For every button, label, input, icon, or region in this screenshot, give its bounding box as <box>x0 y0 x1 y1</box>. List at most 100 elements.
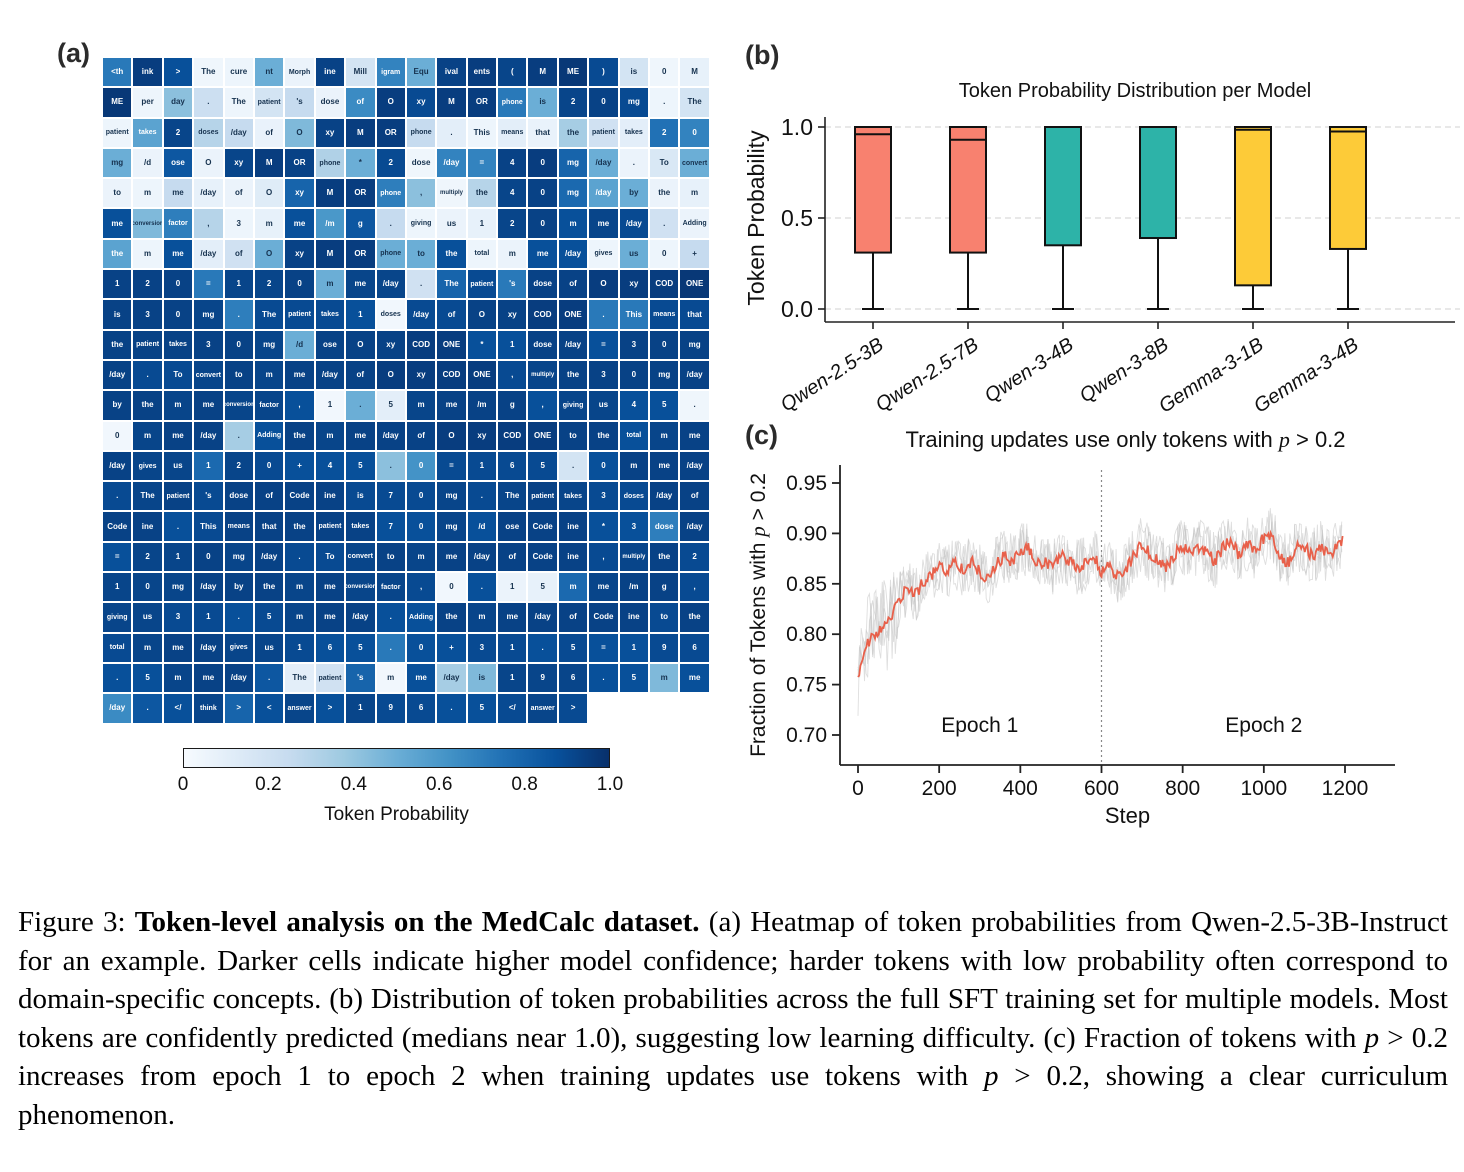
heatmap-cell: M <box>254 148 284 178</box>
heatmap-cell: 0 <box>650 239 679 269</box>
heatmap-cell: 5 <box>650 391 679 420</box>
heatmap-cell: m <box>254 360 284 390</box>
heatmap-cell: to <box>103 179 132 208</box>
heatmap-cell: M <box>315 239 345 269</box>
heatmap-cell: 0 <box>406 482 436 511</box>
heatmap-cell: day <box>163 88 193 117</box>
linechart-xtick: 1200 <box>1322 777 1369 800</box>
heatmap-cell: O <box>194 148 223 178</box>
heatmap-cell: the <box>103 239 132 269</box>
heatmap-cell: 2 <box>498 209 527 238</box>
heatmap-cell: m <box>285 573 314 602</box>
heatmap-cell: multiply <box>528 360 557 390</box>
heatmap-cell: by <box>619 179 649 208</box>
box-Qwen-3-8B <box>1139 126 1177 310</box>
heatmap-cell: me <box>194 391 223 420</box>
heatmap-cell: . <box>285 542 314 572</box>
heatmap-cell: 3 <box>619 330 649 359</box>
heatmap-cell: ose <box>163 148 193 178</box>
heatmap-cell: m <box>315 270 345 299</box>
heatmap-cell: 1 <box>346 300 375 329</box>
heatmap-cell: phone <box>315 148 345 178</box>
fraction-mean-line <box>857 529 1344 678</box>
heatmap-cell: dose <box>650 512 679 541</box>
heatmap-cell: M <box>315 179 345 208</box>
epoch-annotation: Epoch 1 <box>941 714 1018 737</box>
heatmap-cell: m <box>376 663 405 693</box>
heatmap-cell: ine <box>558 542 588 572</box>
heatmap-cell: . <box>224 421 253 450</box>
heatmap-cell: xy <box>498 300 527 329</box>
heatmap-cell: the <box>285 512 314 541</box>
heatmap-cell: 2 <box>133 542 162 572</box>
heatmap-cell: takes <box>346 512 375 541</box>
heatmap-cell: 3 <box>467 633 497 662</box>
heatmap-cell: dose <box>528 270 557 299</box>
panel-c-tag: (c) <box>745 420 778 450</box>
heatmap-cell: </ <box>498 694 527 723</box>
heatmap-cell: The <box>498 482 527 511</box>
linechart-noise-band <box>857 519 1343 678</box>
heatmap-cell: </ <box>163 694 193 723</box>
heatmap-cell: 1 <box>467 209 497 238</box>
linechart-ytick: 0.80 <box>786 623 827 646</box>
heatmap-cell: patient <box>589 118 618 147</box>
heatmap-cell: Mill <box>346 58 375 87</box>
caption-segment: p <box>983 1060 999 1092</box>
heatmap-cell: Code <box>285 482 314 511</box>
heatmap-cell: me <box>437 542 466 572</box>
heatmap-cell: phone <box>498 88 527 117</box>
heatmap-cell: multiply <box>619 542 649 572</box>
heatmap-cell: . <box>437 118 466 147</box>
heatmap-cell: cure <box>224 58 253 87</box>
heatmap-cell: think <box>194 694 223 723</box>
heatmap-cell: xy <box>285 239 314 269</box>
heatmap-cell: dose <box>406 148 436 178</box>
heatmap-cell: mg <box>650 360 679 390</box>
heatmap-cell: Adding <box>254 421 284 450</box>
heatmap-cell: + <box>285 451 314 481</box>
heatmap-cell: /day <box>589 179 618 208</box>
heatmap-cell: 2 <box>224 451 253 481</box>
heatmap-cell: 2 <box>558 88 588 117</box>
heatmap-cell: the <box>650 542 679 572</box>
heatmap-cell: of <box>558 270 588 299</box>
heatmap-cell: is <box>619 58 649 87</box>
heatmap-cell: m <box>558 209 588 238</box>
linechart-title: Training updates use only tokens with p … <box>905 427 1345 452</box>
heatmap-cell: mg <box>254 330 284 359</box>
heatmap-cell: takes <box>315 300 345 329</box>
boxplot-token-probability-per-model: Token Probability Distribution per Model… <box>743 80 1460 418</box>
heatmap-cell: xy <box>619 270 649 299</box>
heatmap-cell: 0 <box>650 58 679 87</box>
heatmap-cell: patient <box>315 663 345 693</box>
heatmap-cell: 0 <box>589 88 618 117</box>
heatmap-cell: . <box>437 694 466 723</box>
heatmap-cell: the <box>254 573 284 602</box>
heatmap-cell: xy <box>224 148 253 178</box>
heatmap-cell: is <box>528 88 557 117</box>
heatmap-cell: 's <box>285 88 314 117</box>
colorbar-ticks: 0 0.2 0.4 0.6 0.8 1.0 <box>178 774 624 798</box>
heatmap-cell: /day <box>437 663 466 693</box>
heatmap-cell: The <box>224 88 253 117</box>
heatmap-cell: Code <box>528 512 557 541</box>
heatmap-cell: 0 <box>406 512 436 541</box>
heatmap-cell: OR <box>346 239 375 269</box>
heatmap-cell: means <box>498 118 527 147</box>
heatmap-cell: . <box>558 451 588 481</box>
heatmap-cell: ine <box>619 603 649 632</box>
heatmap-cell: O <box>285 118 314 147</box>
heatmap-cell: answer <box>528 694 557 723</box>
heatmap-cell: /day <box>680 512 709 541</box>
boxplot-ytick: 0.5 <box>781 205 813 231</box>
heatmap-cell: 9 <box>376 694 405 723</box>
heatmap-cell: 3 <box>589 482 618 511</box>
heatmap-cell: m <box>498 239 527 269</box>
heatmap-cell: , <box>680 573 709 602</box>
heatmap-cell: The <box>437 270 466 299</box>
heatmap-cell: = <box>467 148 497 178</box>
heatmap-cell: = <box>437 451 466 481</box>
heatmap-cell: To <box>315 542 345 572</box>
heatmap-cell: m <box>406 391 436 420</box>
